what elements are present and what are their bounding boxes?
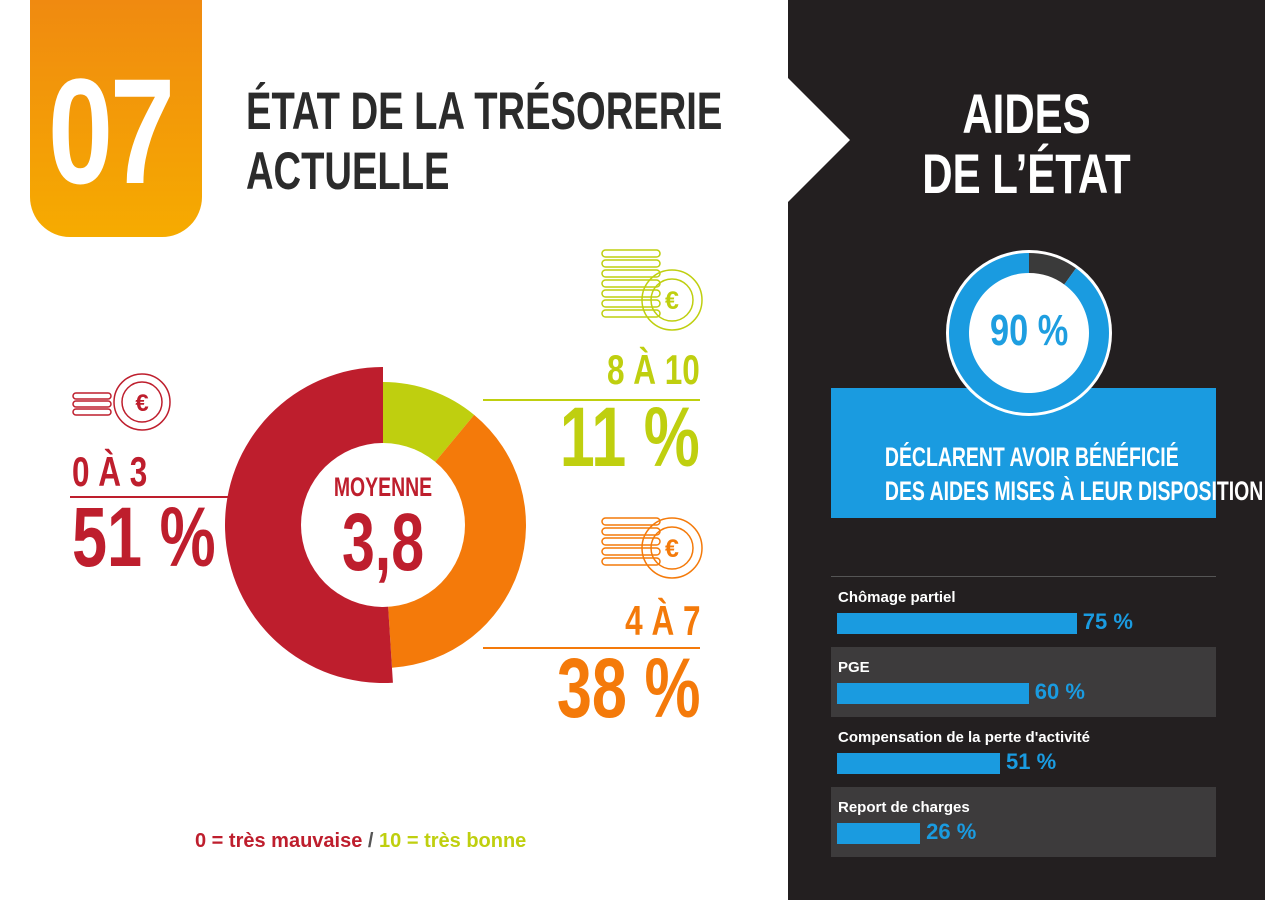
center-label: MOYENNE <box>333 472 433 502</box>
aides-title-line1: AIDES <box>962 82 1091 145</box>
bar-row: Report de charges 26 % <box>831 787 1216 857</box>
value-label: 11 % <box>559 390 700 484</box>
center-value: 3,8 <box>341 497 425 588</box>
donut-center: MOYENNE 3,8 <box>303 472 463 588</box>
page-title: ÉTAT DE LA TRÉSORERIE ACTUELLE <box>246 82 766 202</box>
coin-stack-euro-icon: € <box>601 517 703 579</box>
page-title-line2: ACTUELLE <box>246 142 450 201</box>
value-label: 38 % <box>556 641 700 735</box>
category-label: 8 À 10 <box>607 346 700 393</box>
scale-note-left: 0 = très mauvaise <box>195 830 363 852</box>
section-number-tab: 07 <box>30 0 202 237</box>
scale-note-right: 10 = très bonne <box>379 830 527 852</box>
aides-title: AIDES DE L’ÉTAT <box>788 84 1265 204</box>
label-0-3: 0 À 3 51 % <box>72 448 263 584</box>
label-4-7: 4 À 7 38 % <box>509 597 700 731</box>
coin-stack-euro-icon: € <box>72 373 171 431</box>
ring-slice-no <box>1029 253 1077 285</box>
divider <box>831 576 1216 577</box>
category-label: 0 À 3 <box>72 448 148 495</box>
bar-value-label: 51 % <box>1006 749 1057 774</box>
bar-row: Compensation de la perte d'activité 51 % <box>831 717 1216 787</box>
bar-label: PGE <box>838 659 870 676</box>
bar-row: PGE 60 % <box>831 647 1216 717</box>
arrow-divider <box>788 78 850 202</box>
bar-row: Chômage partiel 75 % <box>831 577 1216 647</box>
svg-text:€: € <box>665 287 679 315</box>
page-title-line1: ÉTAT DE LA TRÉSORERIE <box>246 82 723 141</box>
bar-value-label: 26 % <box>926 819 977 844</box>
bar-value-label: 75 % <box>1082 609 1133 634</box>
svg-text:€: € <box>665 535 679 563</box>
bar <box>837 823 921 844</box>
aides-title-line2: DE L’ÉTAT <box>922 142 1131 205</box>
ring-value: 90 % <box>946 306 1112 356</box>
section-number: 07 <box>48 47 175 215</box>
bar-label: Report de charges <box>838 799 970 816</box>
value-label: 51 % <box>72 490 216 584</box>
bar <box>837 613 1077 634</box>
caption-line2: DES AIDES MISES À LEUR DISPOSITION <box>884 476 1264 506</box>
ring-value-text: 90 % <box>989 306 1069 355</box>
caption-line1: DÉCLARENT AVOIR BÉNÉFICIÉ <box>884 442 1179 472</box>
bar <box>837 753 1001 774</box>
bar <box>837 683 1029 704</box>
label-8-10: 8 À 10 11 % <box>513 346 700 480</box>
scale-note-separator: / <box>367 830 374 852</box>
coin-stack-euro-icon: € <box>601 249 703 331</box>
bar-value-label: 60 % <box>1034 679 1085 704</box>
scale-note: 0 = très mauvaise / 10 = très bonne <box>195 830 526 853</box>
category-label: 4 À 7 <box>624 597 700 644</box>
svg-text:€: € <box>135 390 148 417</box>
caption-text: DÉCLARENT AVOIR BÉNÉFICIÉ DES AIDES MISE… <box>831 440 1264 508</box>
aides-bar-chart: Chômage partiel 75 % PGE 60 % Compensati… <box>831 576 1216 857</box>
bar-label: Compensation de la perte d'activité <box>838 729 1090 746</box>
bar-label: Chômage partiel <box>838 589 956 606</box>
aides-ring-chart <box>949 253 1109 413</box>
